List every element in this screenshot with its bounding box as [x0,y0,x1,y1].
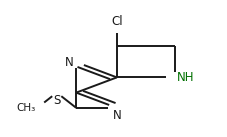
Text: N: N [65,56,74,69]
Text: N: N [112,109,121,122]
Text: NH: NH [177,71,194,84]
Text: S: S [53,94,60,107]
Text: Cl: Cl [111,15,122,28]
Text: CH₃: CH₃ [16,103,35,113]
